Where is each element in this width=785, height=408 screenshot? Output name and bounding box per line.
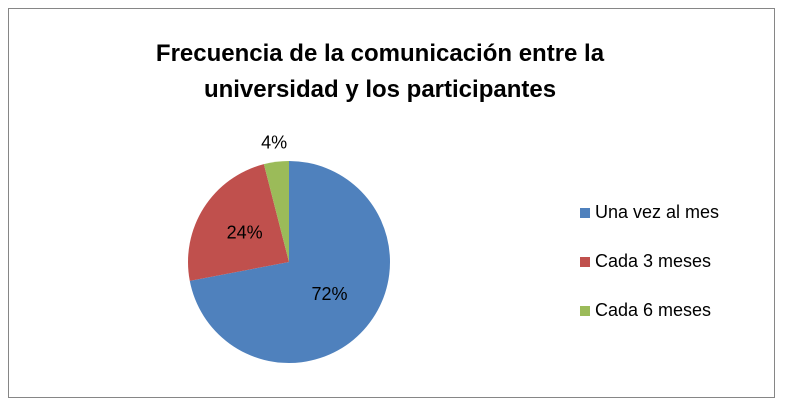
data-label: 4% — [261, 133, 287, 153]
pie-slice — [188, 164, 289, 281]
legend-label: Cada 6 meses — [595, 300, 711, 320]
legend-swatch — [580, 306, 590, 316]
legend-swatch — [580, 208, 590, 218]
data-label: 24% — [227, 223, 263, 243]
legend-swatch — [580, 257, 590, 267]
chart-frame — [8, 8, 775, 398]
pie-slice — [189, 161, 391, 363]
data-label: 72% — [311, 284, 347, 304]
legend-label: Una vez al mes — [595, 202, 719, 222]
pie-slice — [263, 161, 289, 262]
legend-label: Cada 3 meses — [595, 251, 711, 271]
chart-title: Frecuencia de la comunicación entre la u… — [155, 40, 605, 103]
